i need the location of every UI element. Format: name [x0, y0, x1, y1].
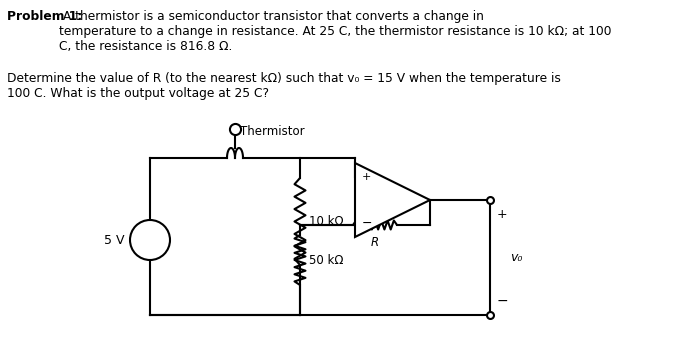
- Text: Problem 1:: Problem 1:: [7, 10, 82, 23]
- Circle shape: [130, 220, 170, 260]
- Text: 50 kΩ: 50 kΩ: [309, 254, 343, 266]
- Text: 10 kΩ: 10 kΩ: [309, 215, 343, 228]
- Text: +: +: [497, 208, 508, 220]
- Text: R: R: [371, 236, 379, 249]
- Text: Thermistor: Thermistor: [240, 125, 305, 138]
- Text: +: +: [145, 226, 155, 240]
- Text: A thermistor is a semiconductor transistor that converts a change in
temperature: A thermistor is a semiconductor transist…: [59, 10, 611, 53]
- Text: v₀: v₀: [510, 251, 522, 264]
- Polygon shape: [355, 163, 430, 237]
- Text: 5 V: 5 V: [103, 234, 124, 246]
- Text: −: −: [362, 217, 373, 230]
- Text: +: +: [362, 172, 371, 182]
- Text: Determine the value of R (to the nearest kΩ) such that v₀ = 15 V when the temper: Determine the value of R (to the nearest…: [7, 72, 561, 100]
- Text: −: −: [144, 241, 156, 255]
- Text: −: −: [497, 294, 509, 308]
